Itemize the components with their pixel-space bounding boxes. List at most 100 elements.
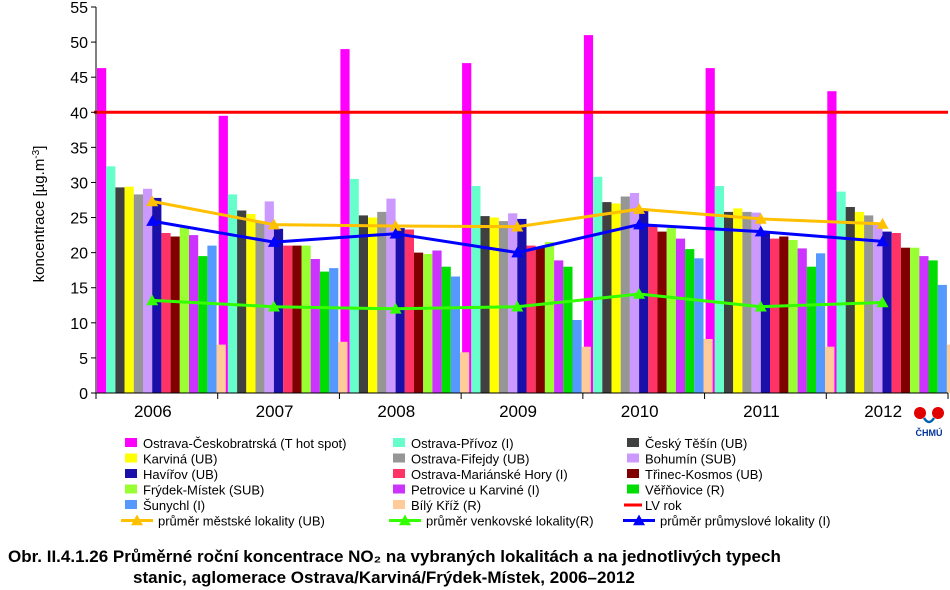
legend-label-col2-2: Ostrava-Mariánské Hory (I) xyxy=(411,467,568,482)
legend-label-col3-5: průměr průmyslové lokality (I) xyxy=(660,514,831,529)
bar-13-6 xyxy=(946,344,950,393)
bar-8-1 xyxy=(292,245,302,393)
legend-label-col1-2: Havířov (UB) xyxy=(143,467,218,482)
bar-13-1 xyxy=(338,341,348,393)
bar-10-5 xyxy=(797,248,807,393)
bar-11-0 xyxy=(198,256,208,393)
bar-8-3 xyxy=(535,247,545,393)
legend-swatch-col1-3 xyxy=(125,484,137,494)
legend-swatch-col2-5 xyxy=(399,514,411,526)
bar-11-5 xyxy=(806,266,816,393)
bar-9-3 xyxy=(544,242,555,393)
y-tick-label-50: 50 xyxy=(70,35,88,52)
lines-layer xyxy=(94,110,948,314)
figure-caption: Obr. II.4.1.26 Průměrné roční koncentrac… xyxy=(8,546,943,588)
y-tick-label-35: 35 xyxy=(70,140,88,157)
bar-12-0 xyxy=(207,245,217,393)
avg-marker-1-0 xyxy=(146,195,159,207)
legend-label-col1-4: Šunychl (I) xyxy=(143,498,205,513)
bar-10-3 xyxy=(554,260,564,393)
bar-6-5 xyxy=(760,233,770,393)
bar-0-1 xyxy=(218,115,228,394)
legend-label-col2-1: Ostrava-Fifejdy (UB) xyxy=(411,452,529,467)
bar-8-4 xyxy=(657,231,667,393)
x-tick-label-2010: 2010 xyxy=(621,402,659,421)
avg-marker-2-4 xyxy=(633,288,646,299)
bar-3-2 xyxy=(368,217,378,393)
avg-marker-1-4 xyxy=(633,203,646,214)
bar-12-3 xyxy=(572,320,582,393)
avg-marker-2-1 xyxy=(267,300,280,312)
bar-5-1 xyxy=(264,201,274,393)
bar-7-2 xyxy=(404,229,414,393)
bar-1-4 xyxy=(593,176,603,393)
legend-swatch-col3-2 xyxy=(627,469,639,478)
bar-10-0 xyxy=(189,235,199,393)
bar-3-4 xyxy=(611,203,621,393)
bar-6-0 xyxy=(152,197,162,393)
bar-13-5 xyxy=(825,346,835,393)
bar-10-6 xyxy=(919,256,929,393)
x-tick-label-2011: 2011 xyxy=(743,402,780,421)
bar-5-6 xyxy=(873,224,883,393)
avg-marker-2-5 xyxy=(754,300,767,312)
bar-8-2 xyxy=(414,252,424,393)
bar-4-2 xyxy=(377,211,387,393)
bar-7-0 xyxy=(161,233,171,393)
bar-7-4 xyxy=(648,226,658,393)
bar-2-1 xyxy=(237,210,247,393)
legend: Ostrava-Českobratrská (T hot spot)Karvin… xyxy=(121,436,831,529)
y-tick-label-25: 25 xyxy=(70,211,88,228)
bar-4-0 xyxy=(133,194,143,393)
y-tick-label-5: 5 xyxy=(79,351,88,368)
bar-3-3 xyxy=(489,217,499,393)
legend-swatch-col1-5 xyxy=(131,514,143,526)
y-tick-label-20: 20 xyxy=(70,246,88,263)
avg-marker-2-3 xyxy=(511,300,524,312)
bar-5-0 xyxy=(143,188,153,393)
bar-13-4 xyxy=(703,339,713,393)
avg-marker-1-1 xyxy=(267,218,280,230)
legend-label-col3-0: Český Těšín (UB) xyxy=(645,436,747,451)
bar-6-6 xyxy=(882,231,892,393)
bar-8-0 xyxy=(170,236,180,393)
legend-swatch-col2-3 xyxy=(393,484,405,494)
chmu-logo: ČHMÚ xyxy=(912,405,946,439)
legend-label-col2-5: průměr venkovské lokality(R) xyxy=(426,514,594,529)
avg-marker-3-4 xyxy=(633,218,646,230)
bar-7-1 xyxy=(283,245,293,393)
avg-marker-1-3 xyxy=(511,220,524,232)
bar-7-5 xyxy=(770,238,780,393)
bar-0-3 xyxy=(462,63,472,393)
legend-swatch-col3-5 xyxy=(633,514,645,526)
bars-layer xyxy=(97,35,950,394)
bar-9-6 xyxy=(910,247,920,393)
bar-2-6 xyxy=(845,207,855,393)
x-tick-label-2006: 2006 xyxy=(134,402,172,421)
bar-1-1 xyxy=(227,194,238,393)
legend-label-col1-3: Frýdek-Místek (SUB) xyxy=(143,483,264,498)
y-tick-label-45: 45 xyxy=(70,70,88,87)
avg-marker-3-6 xyxy=(876,235,889,247)
legend-swatch-col2-1 xyxy=(393,453,405,463)
legend-label-col2-4: Bílý Kříž (R) xyxy=(411,498,481,513)
bar-3-0 xyxy=(124,186,134,393)
bar-1-6 xyxy=(836,191,846,393)
avg-marker-3-0 xyxy=(146,215,159,226)
legend-label-col3-1: Bohumín (SUB) xyxy=(645,452,736,467)
svg-text:ČHMÚ: ČHMÚ xyxy=(916,427,943,438)
legend-swatch-col1-4 xyxy=(125,500,137,509)
bar-12-5 xyxy=(816,253,826,393)
bar-2-3 xyxy=(480,216,490,393)
avg-marker-2-6 xyxy=(876,296,889,308)
bar-9-5 xyxy=(788,240,798,393)
legend-swatch-col2-2 xyxy=(393,469,405,478)
bar-0-5 xyxy=(705,68,715,393)
bar-9-1 xyxy=(301,245,311,393)
bar-8-5 xyxy=(779,236,789,393)
legend-label-col1-1: Karviná (UB) xyxy=(143,452,217,467)
caption-line-1: Obr. II.4.1.26 Průměrné roční koncentrac… xyxy=(8,547,781,566)
legend-label-col3-4: LV rok xyxy=(645,498,682,513)
y-tick-label-15: 15 xyxy=(70,281,88,298)
avg-marker-2-0 xyxy=(146,294,159,306)
